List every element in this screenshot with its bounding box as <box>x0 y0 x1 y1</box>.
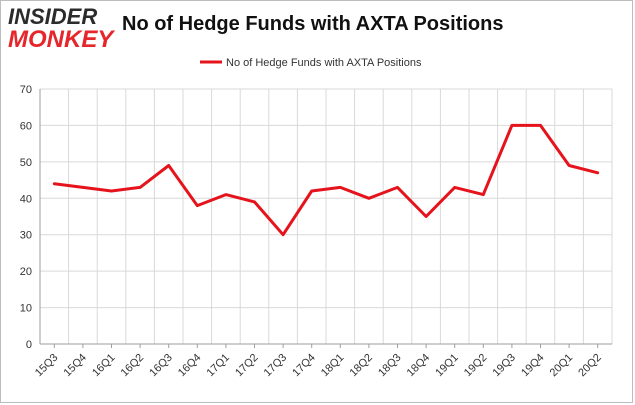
x-tick-labels: 15Q3 15Q4 16Q1 16Q2 16Q3 16Q4 17Q1 17Q2 17Q3 17Q4… <box>33 352 604 380</box>
y-tick-label: 50 <box>20 157 32 169</box>
y-tick-label: 60 <box>20 120 32 132</box>
y-tick-label: 20 <box>20 266 32 278</box>
series-line <box>52 123 600 237</box>
insider-monkey-logo: INSIDER MONKEY <box>8 6 116 52</box>
x-tick-label: 18Q3 <box>376 352 404 380</box>
legend-label: No of Hedge Funds with AXTA Positions <box>226 57 422 69</box>
x-tick-label: 19Q2 <box>462 352 490 380</box>
x-tick-label: 16Q4 <box>176 352 204 380</box>
legend: No of Hedge Funds with AXTA Positions <box>200 57 422 69</box>
y-tick-label: 0 <box>26 339 32 351</box>
x-tick-label: 16Q3 <box>147 352 175 380</box>
y-tick-labels: 0 10 20 30 40 50 60 70 <box>20 84 32 351</box>
x-tick-label: 20Q2 <box>576 352 604 380</box>
x-tick-label: 16Q1 <box>90 352 118 380</box>
axes <box>39 89 612 348</box>
x-tick-label: 15Q3 <box>33 352 61 380</box>
y-tick-label: 40 <box>20 193 32 205</box>
y-tick-label: 10 <box>20 303 32 315</box>
logo-line-1: INSIDER <box>8 4 98 29</box>
series-lines <box>52 123 600 237</box>
x-tick-label: 17Q3 <box>262 352 290 380</box>
x-tick-label: 18Q1 <box>319 352 347 380</box>
x-tick-label: 17Q1 <box>204 352 232 380</box>
y-tick-label: 70 <box>20 84 32 96</box>
x-tick-label: 15Q4 <box>61 352 89 380</box>
x-tick-label: 20Q1 <box>548 352 576 380</box>
x-tick-label: 19Q4 <box>519 352 547 380</box>
y-tick-label: 30 <box>20 230 32 242</box>
x-tick-label: 18Q2 <box>347 352 375 380</box>
grid-lines <box>39 88 613 344</box>
x-tick-label: 17Q4 <box>290 352 318 380</box>
logo-line-2: MONKEY <box>8 26 114 53</box>
x-tick-label: 19Q1 <box>433 352 461 380</box>
x-tick-label: 16Q2 <box>119 352 147 380</box>
x-tick-label: 17Q2 <box>233 352 261 380</box>
x-tick-label: 19Q3 <box>490 352 518 380</box>
x-tick-label: 18Q4 <box>405 352 433 380</box>
chart-title: No of Hedge Funds with AXTA Positions <box>122 13 504 35</box>
